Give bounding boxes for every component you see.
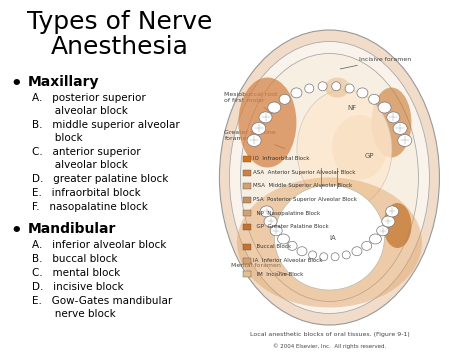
Text: C.   mental block: C. mental block: [32, 268, 120, 278]
Ellipse shape: [372, 87, 411, 158]
Text: IM  Incisive Block: IM Incisive Block: [253, 272, 303, 277]
Text: Local anesthetic blocks of oral tissues. (Figure 9-1): Local anesthetic blocks of oral tissues.…: [249, 332, 410, 337]
Text: GP  Greater Palatine Block: GP Greater Palatine Block: [253, 224, 329, 229]
Ellipse shape: [362, 241, 372, 250]
Text: alveolar block: alveolar block: [32, 106, 128, 116]
Text: IA: IA: [329, 235, 336, 240]
Ellipse shape: [279, 94, 290, 104]
Ellipse shape: [382, 216, 395, 227]
Ellipse shape: [331, 253, 339, 261]
Ellipse shape: [305, 84, 314, 93]
Bar: [243, 197, 251, 202]
Ellipse shape: [393, 122, 407, 135]
Text: Anesthesia: Anesthesia: [51, 35, 189, 59]
Text: D.   greater palatine block: D. greater palatine block: [32, 174, 168, 184]
Text: B.   buccal block: B. buccal block: [32, 254, 118, 264]
Ellipse shape: [268, 102, 281, 113]
Text: IO  Infraorbital Block: IO Infraorbital Block: [253, 157, 310, 162]
Text: C.   anterior superior: C. anterior superior: [32, 147, 141, 157]
Text: F.   nasopalatine block: F. nasopalatine block: [32, 202, 148, 212]
Ellipse shape: [386, 206, 399, 217]
Ellipse shape: [287, 241, 297, 250]
Ellipse shape: [342, 251, 350, 259]
Text: © 2004 Elsevier, Inc.  All rights reserved.: © 2004 Elsevier, Inc. All rights reserve…: [273, 343, 386, 349]
Ellipse shape: [237, 178, 422, 307]
Ellipse shape: [247, 135, 261, 147]
Ellipse shape: [332, 115, 387, 180]
Ellipse shape: [378, 102, 391, 113]
Ellipse shape: [259, 112, 272, 123]
Bar: [243, 244, 251, 250]
Bar: [243, 271, 251, 277]
Ellipse shape: [369, 234, 382, 244]
Text: A.   inferior alveolar block: A. inferior alveolar block: [32, 240, 166, 250]
Text: NF: NF: [347, 104, 356, 110]
Text: E.   Gow-Gates mandibular: E. Gow-Gates mandibular: [32, 296, 172, 306]
Text: Mandibular: Mandibular: [28, 222, 117, 236]
Bar: [243, 257, 251, 263]
Text: B.   middle superior alveolar: B. middle superior alveolar: [32, 120, 180, 130]
Ellipse shape: [219, 30, 439, 325]
Ellipse shape: [377, 226, 389, 236]
Text: E.   infraorbital block: E. infraorbital block: [32, 188, 141, 198]
Text: •: •: [10, 222, 22, 240]
Bar: [243, 169, 251, 175]
Text: block: block: [32, 133, 82, 143]
Ellipse shape: [387, 112, 400, 123]
Text: Greater palatine
foramen: Greater palatine foramen: [224, 130, 285, 148]
Bar: [243, 156, 251, 162]
Bar: [243, 224, 251, 229]
Ellipse shape: [277, 234, 290, 244]
Ellipse shape: [252, 122, 266, 135]
Text: Incisive foramen: Incisive foramen: [340, 57, 412, 69]
Text: nerve block: nerve block: [32, 309, 116, 319]
Ellipse shape: [369, 94, 380, 104]
Text: alveolar block: alveolar block: [32, 160, 128, 170]
Ellipse shape: [270, 226, 282, 236]
Ellipse shape: [332, 82, 341, 91]
Text: IA  Inferior Alveolar Block: IA Inferior Alveolar Block: [253, 258, 322, 263]
Ellipse shape: [291, 88, 302, 98]
Ellipse shape: [383, 203, 411, 248]
Text: PSA  Posterior Superior Alveolar Block: PSA Posterior Superior Alveolar Block: [253, 197, 357, 202]
Ellipse shape: [238, 77, 296, 168]
Bar: [243, 183, 251, 189]
Ellipse shape: [345, 84, 354, 93]
Ellipse shape: [357, 88, 368, 98]
Text: GP: GP: [365, 153, 374, 158]
Ellipse shape: [240, 54, 419, 301]
Ellipse shape: [318, 82, 327, 91]
Ellipse shape: [325, 77, 350, 98]
Ellipse shape: [352, 247, 362, 256]
Text: Mesiobuccal root
of first molar: Mesiobuccal root of first molar: [224, 92, 278, 114]
Ellipse shape: [320, 253, 328, 261]
Ellipse shape: [229, 42, 429, 313]
Ellipse shape: [274, 185, 384, 290]
Text: A.   posterior superior: A. posterior superior: [32, 93, 146, 103]
Ellipse shape: [309, 251, 317, 259]
Text: NP  Nasopalatine Block: NP Nasopalatine Block: [253, 211, 320, 215]
Text: MSA  Middle Superior Alveolar Block: MSA Middle Superior Alveolar Block: [253, 184, 352, 189]
Text: Buccal Block: Buccal Block: [253, 245, 291, 250]
Ellipse shape: [260, 206, 273, 217]
Text: Maxillary: Maxillary: [28, 75, 100, 89]
Text: Types of Nerve: Types of Nerve: [27, 10, 213, 34]
Text: Mental foramen: Mental foramen: [231, 263, 289, 275]
Ellipse shape: [297, 247, 307, 256]
Text: •: •: [10, 75, 22, 93]
Text: ASA  Anterior Superior Alveolar Block: ASA Anterior Superior Alveolar Block: [253, 170, 356, 175]
Ellipse shape: [297, 89, 392, 209]
Text: D.   incisive block: D. incisive block: [32, 282, 124, 292]
Ellipse shape: [398, 135, 412, 147]
Ellipse shape: [264, 216, 277, 227]
Bar: [243, 210, 251, 216]
